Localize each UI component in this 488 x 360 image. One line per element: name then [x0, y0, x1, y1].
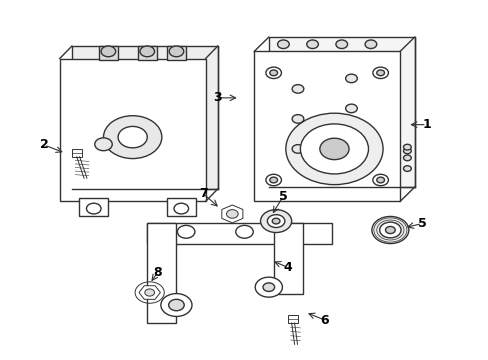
Circle shape [86, 203, 101, 214]
Circle shape [269, 70, 277, 76]
Circle shape [372, 67, 387, 78]
Circle shape [101, 46, 116, 57]
Circle shape [285, 113, 382, 185]
Circle shape [291, 85, 303, 93]
Text: 4: 4 [284, 261, 292, 274]
Text: 1: 1 [422, 118, 430, 131]
Text: 7: 7 [199, 187, 207, 200]
Circle shape [140, 46, 154, 57]
Polygon shape [139, 286, 160, 299]
Circle shape [174, 203, 188, 214]
Circle shape [291, 114, 303, 123]
Bar [99, 46, 118, 60]
Circle shape [235, 225, 253, 238]
Bar [166, 198, 196, 216]
Text: 3: 3 [213, 91, 222, 104]
Circle shape [260, 210, 291, 233]
Circle shape [345, 74, 357, 83]
Polygon shape [222, 205, 243, 223]
Circle shape [177, 225, 195, 238]
Circle shape [226, 210, 238, 218]
Circle shape [365, 40, 376, 49]
Circle shape [379, 222, 400, 238]
Circle shape [265, 174, 281, 186]
Circle shape [103, 116, 162, 158]
Circle shape [263, 283, 274, 292]
Bar [287, 315, 297, 323]
Bar [273, 223, 302, 294]
Circle shape [403, 148, 410, 154]
Text: 2: 2 [40, 139, 48, 152]
Text: 5: 5 [279, 190, 287, 203]
Circle shape [95, 138, 112, 151]
Circle shape [319, 138, 348, 159]
Circle shape [403, 166, 410, 171]
Circle shape [403, 155, 410, 161]
Circle shape [376, 70, 384, 76]
Circle shape [372, 174, 387, 186]
Circle shape [376, 177, 384, 183]
Circle shape [267, 215, 285, 228]
Circle shape [269, 177, 277, 183]
Circle shape [385, 226, 394, 234]
Circle shape [403, 144, 410, 150]
Circle shape [168, 299, 184, 311]
Text: 6: 6 [320, 314, 328, 327]
Circle shape [272, 218, 280, 224]
Bar [79, 198, 108, 216]
Circle shape [255, 277, 282, 297]
Circle shape [169, 46, 183, 57]
Text: 5: 5 [417, 217, 426, 230]
Circle shape [265, 67, 281, 78]
Circle shape [300, 124, 368, 174]
Bar [72, 46, 217, 189]
Circle shape [345, 104, 357, 113]
Bar [166, 46, 186, 60]
Text: 8: 8 [153, 266, 162, 279]
Circle shape [335, 40, 347, 49]
Bar [137, 46, 157, 60]
Bar [254, 51, 399, 202]
Bar [147, 223, 331, 244]
Bar [147, 223, 176, 323]
Circle shape [291, 145, 303, 153]
Circle shape [161, 294, 192, 316]
Bar [268, 37, 414, 187]
Circle shape [345, 130, 357, 138]
Circle shape [118, 126, 147, 148]
Circle shape [144, 289, 154, 296]
Bar [72, 149, 81, 157]
Circle shape [306, 40, 318, 49]
Circle shape [277, 40, 288, 49]
Circle shape [371, 216, 408, 244]
Bar [60, 59, 205, 202]
